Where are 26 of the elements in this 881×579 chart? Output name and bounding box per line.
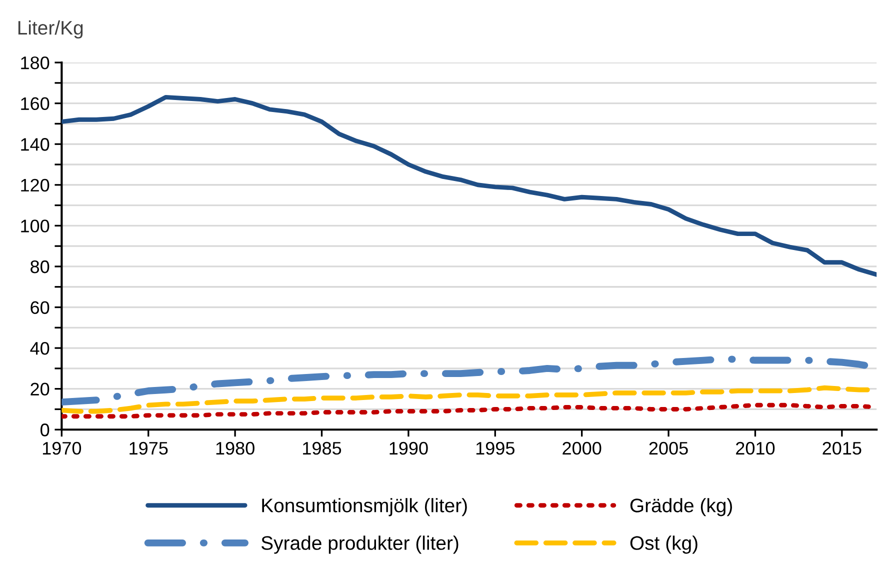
y-tick-label: 160 bbox=[21, 97, 50, 110]
x-tick-label: 1995 bbox=[476, 442, 514, 455]
x-tick-label: 1970 bbox=[42, 442, 82, 455]
x-tick-label: 2015 bbox=[822, 442, 862, 455]
x-tick-label: 2005 bbox=[649, 442, 688, 455]
legend-label: Syrade produkter (liter) bbox=[261, 536, 458, 554]
x-tick-label: 2000 bbox=[562, 442, 602, 455]
x-tick-label: 1990 bbox=[390, 442, 428, 455]
x-tick-label: 2010 bbox=[736, 442, 775, 455]
y-tick-label: 0 bbox=[40, 424, 50, 436]
y-tick-label: 180 bbox=[21, 56, 50, 70]
legend-label: Ost (kg) bbox=[630, 536, 698, 554]
y-tick-label: 20 bbox=[30, 382, 50, 396]
line-series bbox=[62, 94, 877, 277]
x-tick-label: 1975 bbox=[130, 442, 168, 455]
y-axis-title: Liter/Kg bbox=[18, 20, 83, 39]
x-tick-label: 1980 bbox=[216, 442, 254, 455]
legend-label: Grädde (kg) bbox=[630, 498, 732, 516]
y-tick-label: 60 bbox=[30, 301, 50, 314]
y-tick-label: 140 bbox=[21, 138, 50, 151]
legend-label: Konsumtionsmjölk (liter) bbox=[262, 498, 467, 516]
x-tick-label: 1985 bbox=[303, 442, 342, 455]
y-tick-label: 120 bbox=[21, 178, 50, 192]
y-tick-label: 80 bbox=[30, 260, 50, 274]
y-tick-label: 100 bbox=[21, 220, 50, 232]
y-tick-label: 40 bbox=[30, 342, 50, 355]
